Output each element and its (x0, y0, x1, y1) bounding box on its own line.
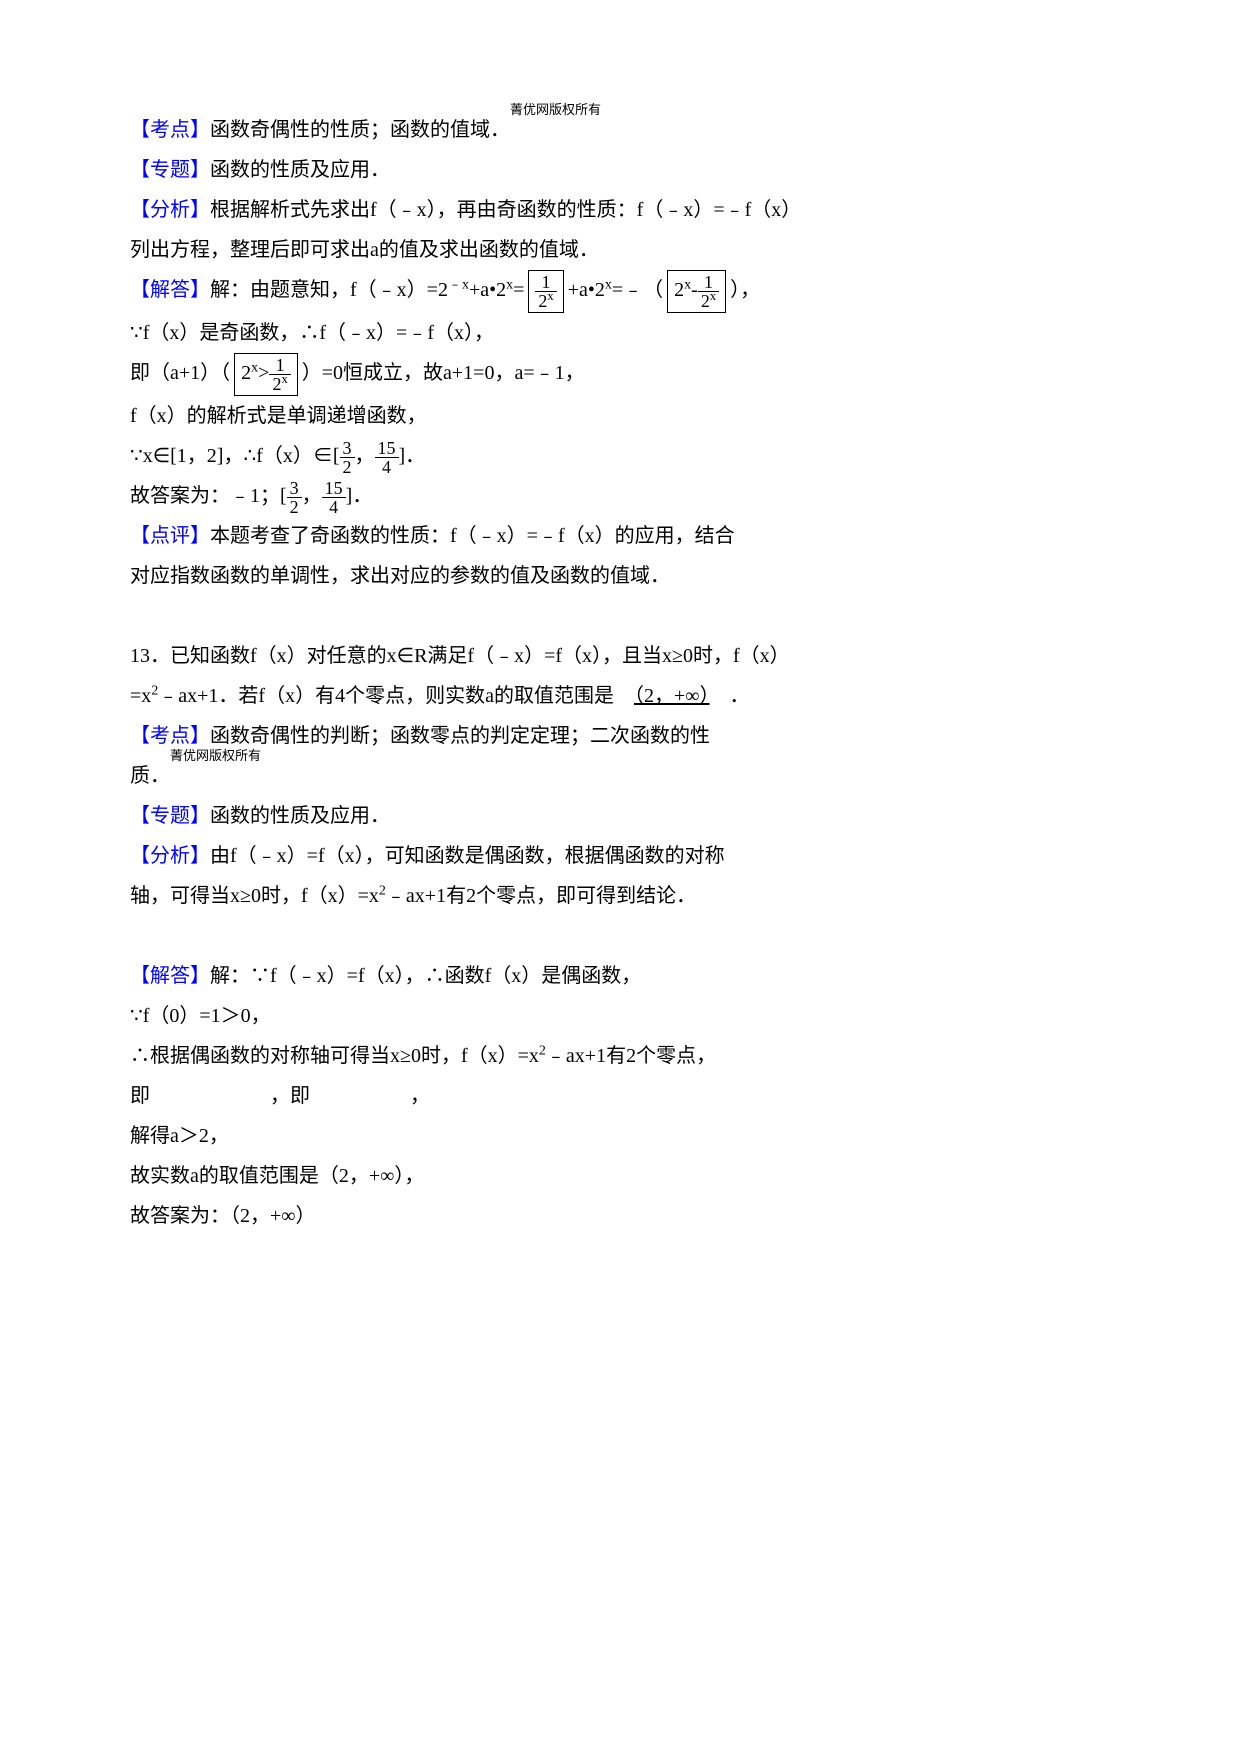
jieda-line-5: ∵x∈[1，2]，∴f（x）∈[32，154]． (130, 436, 1104, 476)
kaodian-label: 【考点】 (130, 119, 210, 141)
question-line-2: =x2﹣ax+1．若f（x）有4个零点，则实数a的取值范围是 （2，+∞） ． (130, 676, 1104, 716)
text: 由f（﹣x）=f（x），可知函数是偶函数，根据偶函数的对称 (210, 845, 725, 867)
text: ． (710, 685, 750, 707)
fenxi-label: 【分析】 (130, 199, 210, 221)
text: 函数的性质及应用． (210, 805, 390, 827)
text: ∵x∈[1，2]，∴f（x）∈[ (130, 445, 340, 467)
spacer (130, 596, 1104, 636)
text: +a•2 (469, 279, 506, 301)
text: ﹣ax+1．若f（x）有4个零点，则实数a的取值范围是 (158, 685, 634, 707)
fraction: 12x (269, 356, 290, 393)
text: ）=0恒成立，故a+1=0，a=﹣1， (302, 362, 585, 384)
text: ]． (399, 445, 426, 467)
dianping-label: 【点评】 (130, 525, 210, 547)
kaodian-line: 【考点】函数奇偶性的性质；函数的值域．菁优网版权所有 (130, 110, 1104, 150)
exponent: 2 (379, 883, 386, 898)
jieda-line-3: 即（a+1）（2x>12x）=0恒成立，故a+1=0，a=﹣1， (130, 353, 1104, 396)
zhuanti-label: 【专题】 (130, 159, 210, 181)
text: 解：由题意知，f（﹣x）=2 (210, 279, 448, 301)
text: =x (130, 685, 151, 707)
kaodian-line-2b: 质．菁优网版权所有 (130, 756, 1104, 796)
document-page: 【考点】函数奇偶性的性质；函数的值域．菁优网版权所有 【专题】函数的性质及应用．… (0, 0, 1234, 1296)
fenxi-line-2-1: 【分析】由f（﹣x）=f（x），可知函数是偶函数，根据偶函数的对称 (130, 836, 1104, 876)
text: ∴根据偶函数的对称轴可得当x≥0时，f（x）=x (130, 1045, 539, 1067)
text: ， (355, 445, 375, 467)
fenxi-line-1: 【分析】根据解析式先求出f（﹣x），再由奇函数的性质：f（﹣x）=﹣f（x） (130, 190, 1104, 230)
text: 函数奇偶性的判断；函数零点的判定定理；二次函数的性 (210, 725, 710, 747)
fenxi-text-1: 根据解析式先求出f（﹣x），再由奇函数的性质：f（﹣x）=﹣f（x） (210, 199, 801, 221)
kaodian-text: 函数奇偶性的性质；函数的值域． (210, 119, 510, 141)
text: =﹣（ (612, 279, 663, 301)
exponent: ﹣x (448, 277, 469, 292)
jieda2-line-6: 故实数a的取值范围是（2，+∞）， (130, 1156, 1104, 1196)
exponent: x (605, 277, 612, 292)
kaodian-line-2: 【考点】函数奇偶性的判断；函数零点的判定定理；二次函数的性 (130, 716, 1104, 756)
spacer (130, 916, 1104, 956)
text: ]． (346, 485, 373, 507)
text: 解：∵f（﹣x）=f（x），∴函数f（x）是偶函数， (210, 965, 641, 987)
kaodian-label: 【考点】 (130, 725, 210, 747)
zhuanti-line: 【专题】函数的性质及应用． (130, 150, 1104, 190)
fraction: 32 (340, 439, 355, 476)
question-line-1: 13．已知函数f（x）对任意的x∈R满足f（﹣x）=f（x），且当x≥0时，f（… (130, 636, 1104, 676)
text: 轴，可得当x≥0时，f（x）=x (130, 885, 379, 907)
fenxi-label: 【分析】 (130, 845, 210, 867)
text: ， (410, 1085, 430, 1107)
fraction: 12x (698, 273, 719, 310)
text: +a•2 (568, 279, 605, 301)
jieda2-line-7: 故答案为：（2，+∞） (130, 1196, 1104, 1236)
dianping-line-2: 对应指数函数的单调性，求出对应的参数的值及函数的值域． (130, 556, 1104, 596)
fenxi-line-2-2: 轴，可得当x≥0时，f（x）=x2﹣ax+1有2个零点，即可得到结论． (130, 876, 1104, 916)
text: ﹣ax+1有2个零点，即可得到结论． (386, 885, 696, 907)
formula-box: 12x (528, 270, 563, 313)
question-number: 13． (130, 645, 170, 667)
jieda2-line-5: 解得a＞2， (130, 1116, 1104, 1156)
dianping-line-1: 【点评】本题考查了奇函数的性质：f（﹣x）=﹣f（x）的应用，结合 (130, 516, 1104, 556)
jieda-line-4: f（x）的解析式是单调递增函数， (130, 396, 1104, 436)
fraction: 154 (375, 439, 399, 476)
text: 本题考查了奇函数的性质：f（﹣x）=﹣f（x）的应用，结合 (210, 525, 735, 547)
jieda2-line-2: ∵f（0）=1＞0， (130, 996, 1104, 1036)
zhuanti-label: 【专题】 (130, 805, 210, 827)
fraction: 12x (535, 273, 556, 310)
fraction: 154 (322, 479, 346, 516)
text: ）， (730, 279, 760, 301)
jieda2-line-1: 【解答】解：∵f（﹣x）=f（x），∴函数f（x）是偶函数， (130, 956, 1104, 996)
text: 已知函数f（x）对任意的x∈R满足f（﹣x）=f（x），且当x≥0时，f（x） (170, 645, 790, 667)
fenxi-line-2: 列出方程，整理后即可求出a的值及求出函数的值域． (130, 230, 1104, 270)
text: 故答案为：﹣1；[ (130, 485, 287, 507)
jieda-line-1: 【解答】解：由题意知，f（﹣x）=2﹣x+a•2x=12x+a•2x=﹣（2x-… (130, 270, 1104, 313)
text: ，即 (270, 1085, 310, 1107)
formula-box: 2x>12x (234, 353, 298, 396)
jieda-line-6: 故答案为：﹣1；[32，154]． (130, 476, 1104, 516)
kaodian-sup: 菁优网版权所有 (510, 102, 601, 117)
text: 质． (130, 765, 170, 787)
text: = (513, 279, 524, 301)
jieda2-line-4: 即 ，即 ， (130, 1076, 1104, 1116)
jieda2-line-3: ∴根据偶函数的对称轴可得当x≥0时，f（x）=x2﹣ax+1有2个零点， (130, 1036, 1104, 1076)
text: ﹣ax+1有2个零点， (546, 1045, 716, 1067)
zhuanti-text: 函数的性质及应用． (210, 159, 390, 181)
kaodian-sup: 菁优网版权所有 (170, 748, 261, 763)
text: 即（a+1）（ (130, 362, 230, 384)
text: 即 (130, 1085, 150, 1107)
jieda-label: 【解答】 (130, 279, 210, 301)
zhuanti-line-2: 【专题】函数的性质及应用． (130, 796, 1104, 836)
text: ， (302, 485, 322, 507)
fraction: 32 (287, 479, 302, 516)
jieda-line-2: ∵f（x）是奇函数，∴f（﹣x）=﹣f（x）， (130, 313, 1104, 353)
exponent: 2 (539, 1043, 546, 1058)
formula-box: 2x-12x (667, 270, 726, 313)
jieda-label: 【解答】 (130, 965, 210, 987)
answer-underline: （2，+∞） (634, 685, 710, 707)
